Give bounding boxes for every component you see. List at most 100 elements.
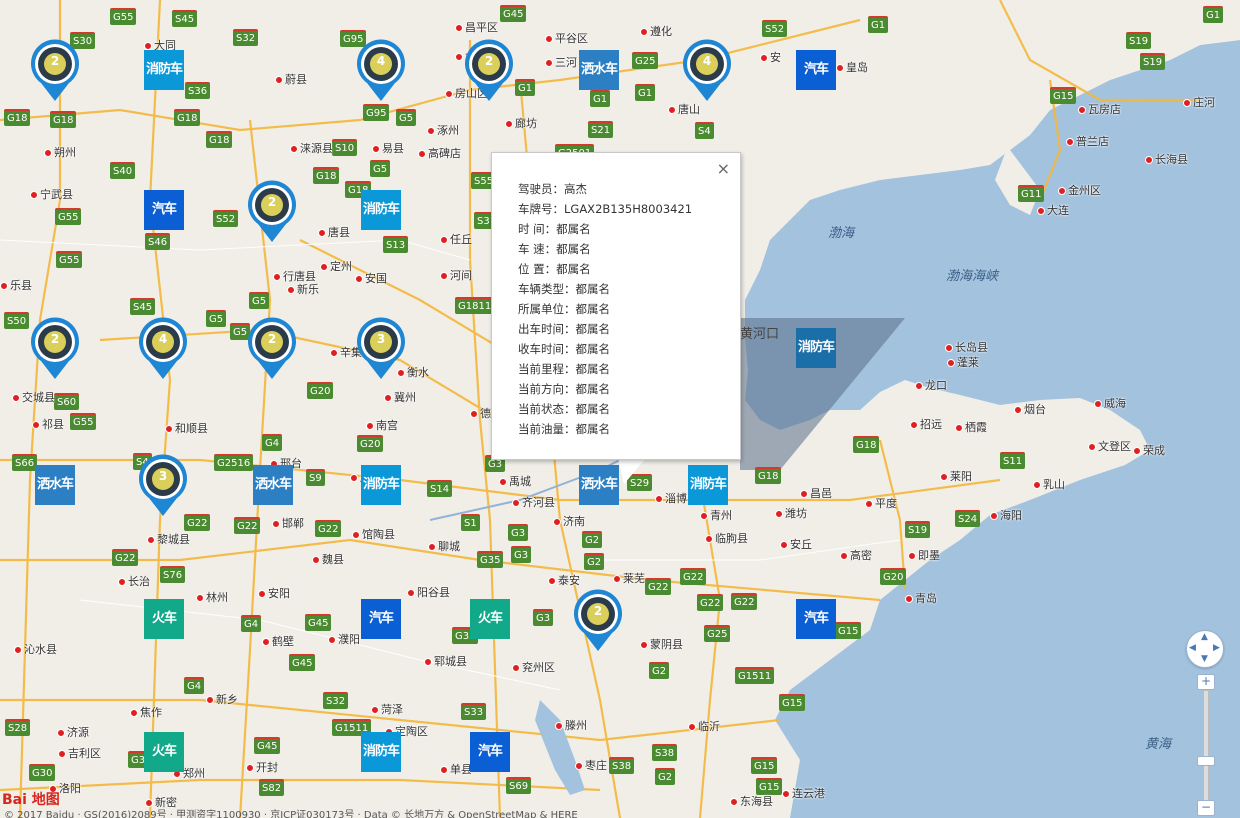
vehicle-marker-car[interactable]: 汽车: [796, 599, 836, 639]
place-name: 衡水: [407, 366, 429, 379]
place-name: 蓬莱: [957, 356, 979, 369]
zoom-out-button[interactable]: −: [1197, 800, 1215, 816]
place-name: 涞源县: [300, 142, 333, 155]
pan-control[interactable]: ▲ ▼ ◀ ▶: [1186, 630, 1224, 668]
popup-field: 驾驶员：高杰: [518, 182, 587, 196]
vehicle-marker-water[interactable]: 洒水车: [35, 465, 75, 505]
place-label: 交城县: [12, 389, 55, 405]
pan-left-icon[interactable]: ◀: [1189, 643, 1196, 653]
place-name: 兖州区: [522, 661, 555, 674]
vehicle-marker-train[interactable]: 火车: [144, 732, 184, 772]
place-name: 开封: [256, 761, 278, 774]
road-shield: S66: [12, 454, 38, 471]
vehicle-marker-car[interactable]: 汽车: [470, 732, 510, 772]
vehicle-marker-water[interactable]: 洒水车: [579, 50, 619, 90]
vehicle-marker-train[interactable]: 火车: [470, 599, 510, 639]
place-name: 焦作: [140, 706, 162, 719]
vehicle-marker-fire[interactable]: 消防车: [688, 465, 728, 505]
baidu-map-logo[interactable]: Bai 地图: [2, 792, 60, 808]
city-dot-icon: [775, 510, 783, 518]
city-dot-icon: [330, 349, 338, 357]
city-dot-icon: [246, 764, 254, 772]
city-dot-icon: [455, 53, 463, 61]
road-shield: S14: [427, 480, 453, 497]
road-shield: G20: [880, 568, 907, 585]
city-dot-icon: [440, 272, 448, 280]
place-name: 房山区: [455, 87, 488, 100]
city-dot-icon: [782, 790, 790, 798]
place-name: 廊坊: [515, 117, 537, 130]
road-shield: G22: [680, 568, 707, 585]
cluster-marker[interactable]: 4: [355, 37, 407, 103]
cluster-marker[interactable]: 4: [137, 315, 189, 381]
road-shield: G15: [835, 622, 862, 639]
city-dot-icon: [272, 520, 280, 528]
place-name: 菏泽: [381, 703, 403, 716]
cluster-marker[interactable]: 2: [463, 37, 515, 103]
popup-field: 车牌号：LGAX2B135H8003421: [518, 202, 693, 216]
zoom-slider-thumb[interactable]: [1197, 756, 1215, 766]
road-shield: G18: [755, 467, 782, 484]
place-name: 洛阳: [59, 782, 81, 795]
vehicle-marker-fire[interactable]: 消防车: [144, 50, 184, 90]
cluster-marker[interactable]: 2: [29, 315, 81, 381]
place-name: 东海县: [740, 795, 773, 808]
city-dot-icon: [945, 344, 953, 352]
road-shield: G5: [206, 310, 227, 327]
zoom-in-button[interactable]: +: [1197, 674, 1215, 690]
zoom-slider-track[interactable]: [1203, 690, 1209, 804]
place-name: 瓦房店: [1088, 103, 1121, 116]
pan-down-icon[interactable]: ▼: [1201, 654, 1208, 664]
cluster-count: 2: [50, 54, 60, 68]
vehicle-marker-car[interactable]: 汽车: [361, 599, 401, 639]
vehicle-marker-car[interactable]: 汽车: [796, 50, 836, 90]
vehicle-marker-train[interactable]: 火车: [144, 599, 184, 639]
city-dot-icon: [12, 394, 20, 402]
road-shield: G45: [500, 5, 527, 22]
city-dot-icon: [0, 282, 8, 290]
place-label: 廊坊: [505, 115, 537, 131]
vehicle-marker-fire[interactable]: 消防车: [796, 328, 836, 368]
close-icon[interactable]: ×: [716, 159, 730, 178]
place-name: 聊城: [438, 540, 460, 553]
cluster-marker[interactable]: 2: [246, 178, 298, 244]
road-shield: G18: [313, 167, 340, 184]
cluster-marker[interactable]: 4: [681, 37, 733, 103]
place-name: 祁县: [42, 418, 64, 431]
city-dot-icon: [371, 706, 379, 714]
cluster-marker[interactable]: 3: [355, 315, 407, 381]
cluster-marker[interactable]: 2: [246, 315, 298, 381]
road-shield: S19: [1126, 32, 1152, 49]
city-dot-icon: [910, 421, 918, 429]
pan-up-icon[interactable]: ▲: [1201, 632, 1208, 642]
city-dot-icon: [836, 64, 844, 72]
road-shield: G18: [4, 109, 31, 126]
place-name: 海阳: [1000, 509, 1022, 522]
cluster-marker[interactable]: 2: [572, 587, 624, 653]
vehicle-marker-fire[interactable]: 消防车: [361, 190, 401, 230]
place-label: 三河: [545, 54, 577, 70]
popup-field: 当前油量：都属名: [518, 422, 610, 436]
vehicle-marker-car[interactable]: 汽车: [144, 190, 184, 230]
place-name: 高碑店: [428, 147, 461, 160]
vehicle-marker-fire[interactable]: 消防车: [361, 465, 401, 505]
vehicle-marker-fire[interactable]: 消防车: [361, 732, 401, 772]
place-label: 唐山: [668, 101, 700, 117]
city-dot-icon: [908, 552, 916, 560]
place-label: 魏县: [312, 551, 344, 567]
place-label: 海阳: [990, 507, 1022, 523]
place-label: 济源: [57, 724, 89, 740]
cluster-count: 2: [267, 332, 277, 346]
city-dot-icon: [275, 76, 283, 84]
pan-right-icon[interactable]: ▶: [1213, 643, 1220, 653]
city-dot-icon: [130, 709, 138, 717]
vehicle-marker-water[interactable]: 洒水车: [579, 465, 619, 505]
vehicle-marker-water[interactable]: 洒水车: [253, 465, 293, 505]
city-dot-icon: [915, 382, 923, 390]
cluster-marker[interactable]: 2: [29, 37, 81, 103]
cluster-marker[interactable]: 3: [137, 452, 189, 518]
place-label: 新乡: [206, 691, 238, 707]
place-label: 齐河县: [512, 494, 555, 510]
city-dot-icon: [290, 145, 298, 153]
